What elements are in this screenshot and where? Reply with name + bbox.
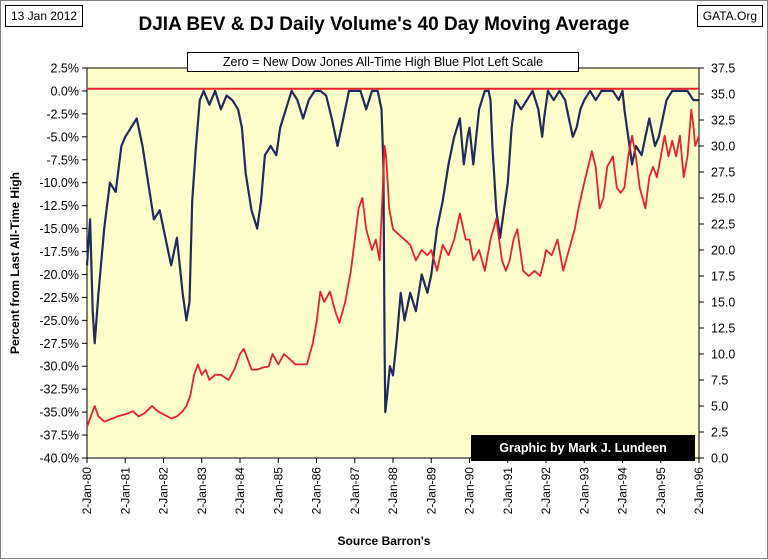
subtitle-box: Zero = New Dow Jones All-Time High Blue … bbox=[187, 52, 579, 72]
y-left-tick-label: -2.5% bbox=[46, 107, 79, 121]
y-right-tick-label: 25.0 bbox=[711, 192, 735, 206]
x-tick-label: 2-Jan-93 bbox=[577, 467, 591, 515]
date-label: 13 Jan 2012 bbox=[5, 5, 84, 27]
x-tick-label: 2-Jan-95 bbox=[654, 467, 668, 515]
y-left-tick-label: -30.0% bbox=[39, 360, 79, 374]
plot-area bbox=[86, 67, 700, 459]
y-right-tick-label: 35.0 bbox=[711, 88, 735, 102]
y-right-tick-label: 27.5 bbox=[711, 166, 735, 180]
y-left-tick-label: -5.0% bbox=[46, 130, 79, 144]
x-tick-label: 2-Jan-91 bbox=[501, 467, 515, 515]
x-tick-label: 2-Jan-86 bbox=[310, 467, 324, 515]
y-left-tick-label: -12.5% bbox=[39, 199, 79, 213]
x-tick-label: 2-Jan-85 bbox=[271, 467, 285, 515]
y-left-tick-label: 0.0% bbox=[51, 84, 80, 98]
y-right-tick-label: 32.5 bbox=[711, 114, 735, 128]
y-right-tick-label: 5.0 bbox=[711, 400, 728, 414]
y-right-tick-label: 0.0 bbox=[711, 452, 728, 466]
y-left-tick-label: -27.5% bbox=[39, 337, 79, 351]
x-tick-label: 2-Jan-80 bbox=[80, 467, 94, 515]
y-left-tick-label: 2.5% bbox=[51, 62, 80, 76]
y-left-tick-label: -17.5% bbox=[39, 245, 79, 259]
y-right-tick-label: 37.5 bbox=[711, 62, 735, 76]
y-right-tick-label: 12.5 bbox=[711, 322, 735, 336]
y-right-tick-label: 30.0 bbox=[711, 140, 735, 154]
x-tick-label: 2-Jan-92 bbox=[539, 467, 553, 515]
chart-title: DJIA BEV & DJ Daily Volume's 40 Day Movi… bbox=[138, 14, 630, 35]
y-left-tick-label: -7.5% bbox=[46, 153, 79, 167]
y-left-tick-label: -10.0% bbox=[39, 176, 79, 190]
y-left-tick-label: -37.5% bbox=[39, 429, 79, 443]
bev-series-line bbox=[85, 89, 699, 414]
y-left-tick-label: -32.5% bbox=[39, 383, 79, 397]
x-tick-label: 2-Jan-89 bbox=[424, 467, 438, 515]
volume-series-line bbox=[86, 108, 700, 428]
x-tick-label: 2-Jan-87 bbox=[348, 467, 362, 515]
y-left-tick-label: -20.0% bbox=[39, 268, 79, 282]
y-axis-title: Percent from Last All-Time High bbox=[8, 171, 22, 355]
y-right-tick-label: 7.5 bbox=[711, 374, 728, 388]
x-tick-label: 2-Jan-94 bbox=[616, 467, 630, 515]
y-right-tick-label: 2.5 bbox=[711, 426, 728, 440]
x-tick-label: 2-Jan-82 bbox=[157, 467, 171, 515]
x-tick-label: 2-Jan-88 bbox=[386, 467, 400, 515]
x-tick-label: 2-Jan-84 bbox=[233, 467, 247, 515]
y-right-tick-label: 10.0 bbox=[711, 348, 735, 362]
source-tag: GATA.Org bbox=[696, 5, 763, 27]
y-right-tick-label: 17.5 bbox=[711, 270, 735, 284]
y-right-tick-label: 15.0 bbox=[711, 296, 735, 310]
y-left-tick-label: -15.0% bbox=[39, 222, 79, 236]
x-tick-label: 2-Jan-96 bbox=[692, 467, 706, 515]
x-tick-label: 2-Jan-83 bbox=[195, 467, 209, 515]
credit-box: Graphic by Mark J. Lundeen bbox=[471, 435, 695, 461]
x-tick-label: 2-Jan-90 bbox=[463, 467, 477, 515]
y-right-tick-label: 20.0 bbox=[711, 244, 735, 258]
y-left-tick-label: -40.0% bbox=[39, 452, 79, 466]
y-left-tick-label: -25.0% bbox=[39, 314, 79, 328]
y-right-tick-label: 22.5 bbox=[711, 218, 735, 232]
x-tick-label: 2-Jan-81 bbox=[118, 467, 132, 515]
x-axis-title: Source Barron's bbox=[337, 534, 431, 548]
y-left-tick-label: -22.5% bbox=[39, 291, 79, 305]
y-left-tick-label: -35.0% bbox=[39, 406, 79, 420]
